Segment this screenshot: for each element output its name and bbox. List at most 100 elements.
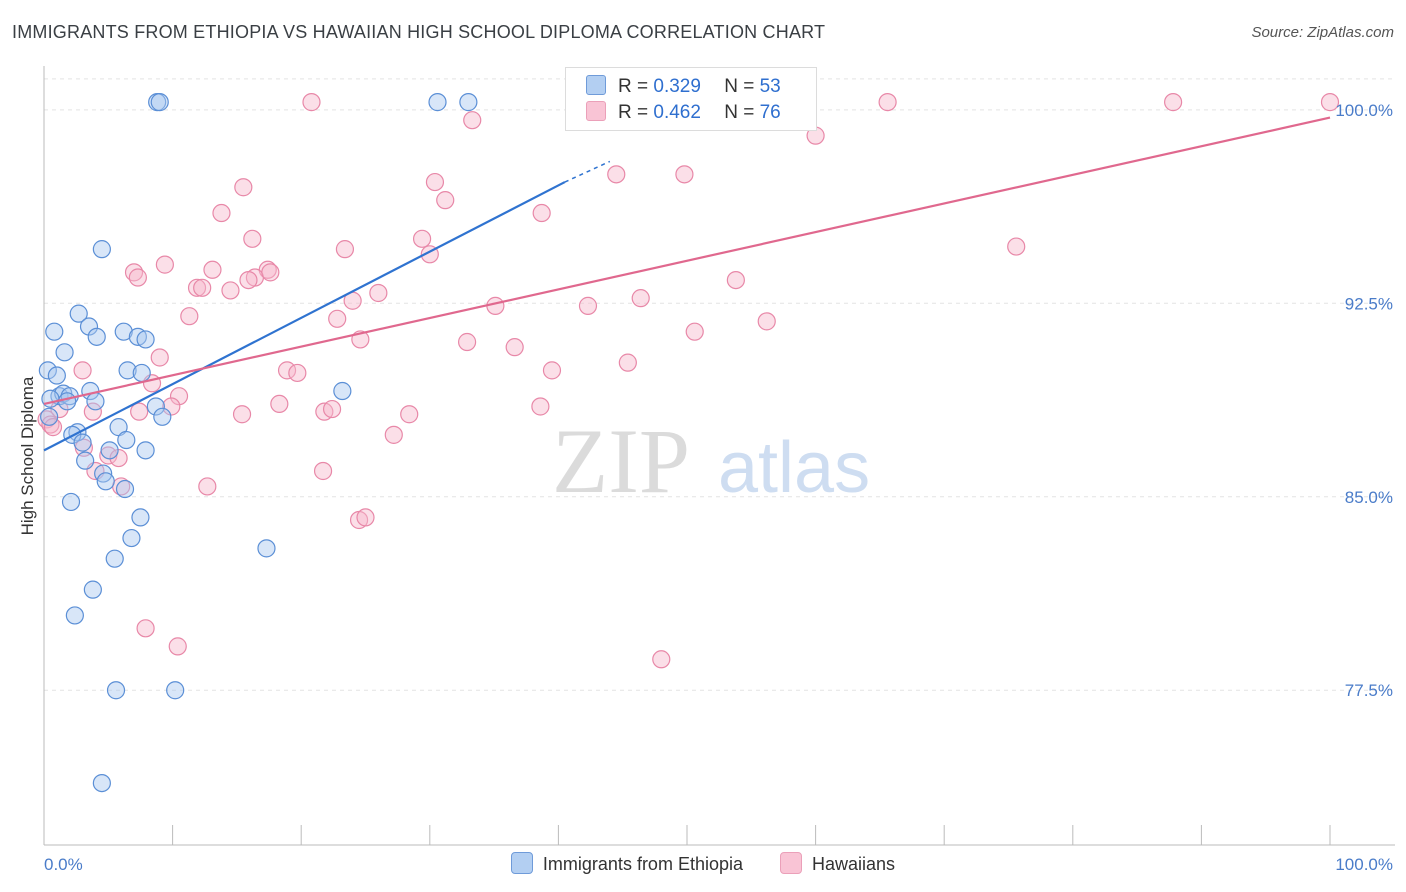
hawaiians-point[interactable] [369, 283, 388, 303]
hawaiians-point[interactable] [187, 278, 207, 297]
ethiopia-point[interactable] [38, 361, 57, 380]
hawaiians-point[interactable] [302, 93, 321, 112]
hawaiians-point[interactable] [457, 332, 477, 352]
hawaiians-point[interactable] [542, 361, 562, 380]
hawaiians-point[interactable] [607, 165, 626, 184]
legend-item-hawaiians[interactable]: Hawaiians [780, 852, 895, 875]
hawaiians-point[interactable] [43, 418, 63, 437]
hawaiians-point[interactable] [1164, 93, 1183, 112]
hawaiians-point[interactable] [234, 178, 253, 197]
ethiopia-point[interactable] [136, 330, 155, 349]
hawaiians-point[interactable] [128, 268, 147, 287]
hawaiians-point[interactable] [277, 361, 297, 380]
hawaiians-point[interactable] [150, 348, 169, 367]
legend-item-ethiopia[interactable]: Immigrants from Ethiopia [510, 852, 743, 875]
hawaiians-point[interactable] [412, 229, 432, 248]
ethiopia-point[interactable] [114, 322, 133, 341]
hawaiians-point[interactable] [356, 508, 375, 527]
ethiopia-point[interactable] [69, 304, 88, 323]
ethiopia-point[interactable] [131, 508, 150, 527]
ethiopia-point[interactable] [132, 363, 151, 383]
hawaiians-point[interactable] [757, 312, 776, 331]
ethiopia-point[interactable] [105, 549, 124, 568]
hawaiians-point[interactable] [400, 405, 419, 424]
hawaiians-point[interactable] [193, 278, 212, 297]
ethiopia-point[interactable] [40, 407, 59, 426]
hawaiians-point[interactable] [631, 289, 650, 308]
legend-n-value-hawaiians: 76 [759, 102, 781, 123]
ethiopia-point[interactable] [47, 366, 66, 385]
ethiopia-point[interactable] [100, 441, 119, 460]
ethiopia-point[interactable] [65, 606, 84, 625]
hawaiians-point[interactable] [322, 399, 342, 419]
hawaiians-point[interactable] [652, 650, 671, 669]
hawaiians-point[interactable] [239, 270, 258, 290]
hawaiians-point[interactable] [425, 172, 445, 192]
ethiopia-point[interactable] [92, 773, 111, 793]
hawaiians-point[interactable] [1007, 237, 1026, 256]
ethiopia-point[interactable] [122, 528, 141, 548]
hawaiians-point[interactable] [130, 402, 149, 421]
ethiopia-point[interactable] [87, 327, 106, 346]
hawaiians-point[interactable] [232, 405, 252, 424]
hawaiians-point[interactable] [578, 296, 598, 315]
hawaiians-point[interactable] [180, 307, 199, 326]
hawaiians-point[interactable] [486, 296, 505, 315]
ethiopia-point[interactable] [146, 397, 165, 416]
hawaiians-point[interactable] [531, 397, 550, 416]
ethiopia-point[interactable] [76, 451, 95, 470]
ethiopia-point[interactable] [118, 361, 137, 380]
hawaiians-point[interactable] [261, 263, 280, 282]
hawaiians-point[interactable] [726, 270, 745, 290]
ethiopia-point[interactable] [45, 322, 64, 341]
hawaiians-point[interactable] [1320, 93, 1340, 112]
ethiopia-point[interactable] [96, 472, 115, 491]
hawaiians-point[interactable] [685, 322, 704, 341]
ethiopia-point[interactable] [153, 407, 172, 426]
ethiopia-point[interactable] [83, 580, 102, 599]
hawaiians-point[interactable] [288, 363, 307, 383]
hawaiians-point[interactable] [463, 111, 482, 130]
ethiopia-point[interactable] [428, 93, 447, 112]
ethiopia-point[interactable] [115, 479, 135, 499]
ethiopia-point[interactable] [257, 539, 276, 558]
hawaiians-point[interactable] [243, 229, 262, 248]
ethiopia-point[interactable] [150, 93, 169, 112]
hawaiians-point[interactable] [73, 361, 92, 380]
hawaiians-point[interactable] [505, 338, 524, 357]
hawaiians-point[interactable] [168, 637, 187, 656]
hawaiians-point[interactable] [212, 203, 231, 223]
hawaiians-point[interactable] [221, 281, 240, 300]
ethiopia-point[interactable] [117, 430, 136, 450]
ethiopia-point[interactable] [86, 392, 105, 411]
hawaiians-point[interactable] [41, 415, 60, 434]
hawaiians-point[interactable] [313, 461, 333, 481]
hawaiians-point[interactable] [136, 619, 155, 638]
hawaiians-point[interactable] [436, 191, 455, 210]
ethiopia-point[interactable] [92, 240, 111, 259]
hawaiians-point[interactable] [162, 397, 181, 416]
hawaiians-point[interactable] [878, 93, 897, 112]
ethiopia-point[interactable] [333, 381, 352, 401]
hawaiians-point[interactable] [328, 309, 347, 328]
chart-title: IMMIGRANTS FROM ETHIOPIA VS HAWAIIAN HIG… [12, 22, 826, 42]
hawaiians-point[interactable] [675, 165, 694, 184]
hawaiians-point[interactable] [270, 394, 289, 414]
ethiopia-point[interactable] [166, 681, 185, 700]
hawaiians-point[interactable] [155, 255, 174, 274]
hawaiians-point[interactable] [532, 203, 551, 223]
ethiopia-point[interactable] [459, 93, 478, 112]
ethiopia-point[interactable] [73, 433, 92, 452]
watermark-zip: ZIP [552, 410, 690, 512]
hawaiians-point[interactable] [335, 240, 355, 259]
ethiopia-point[interactable] [55, 343, 74, 362]
hawaiians-point[interactable] [83, 402, 102, 421]
hawaiians-point[interactable] [384, 425, 403, 444]
ethiopia-point[interactable] [136, 441, 155, 460]
hawaiians-point[interactable] [203, 260, 222, 279]
ethiopia-point[interactable] [106, 681, 126, 700]
ethiopia-point[interactable] [58, 392, 77, 411]
ethiopia-point[interactable] [61, 492, 81, 512]
hawaiians-point[interactable] [198, 477, 217, 496]
hawaiians-point[interactable] [618, 353, 637, 372]
